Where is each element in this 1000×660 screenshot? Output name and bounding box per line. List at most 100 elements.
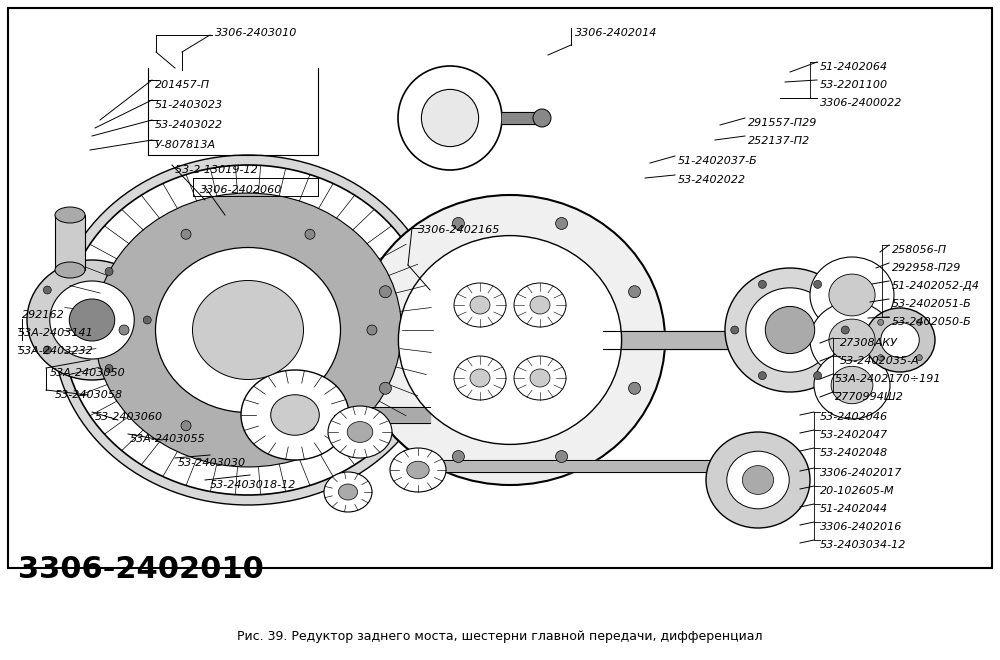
Ellipse shape [105,364,113,372]
Text: 53-2402050-Б: 53-2402050-Б [892,317,972,327]
Ellipse shape [328,406,392,458]
Ellipse shape [533,109,551,127]
Text: 252137-П2: 252137-П2 [748,136,810,146]
Ellipse shape [94,193,402,467]
Ellipse shape [241,370,349,460]
Bar [8,8,992,568]
Ellipse shape [398,66,502,170]
Text: 291557-П29: 291557-П29 [748,118,817,128]
Ellipse shape [271,395,319,435]
Ellipse shape [105,267,113,275]
Ellipse shape [916,354,922,360]
Ellipse shape [407,461,429,478]
Text: 3306-2402016: 3306-2402016 [820,522,902,532]
Ellipse shape [556,217,568,230]
Text: 53-2201100: 53-2201100 [820,80,888,90]
Ellipse shape [53,155,443,505]
Ellipse shape [355,195,665,485]
Ellipse shape [305,420,315,431]
Ellipse shape [530,296,550,314]
Text: 2770994Ш2: 2770994Ш2 [835,392,904,402]
Text: 51-2402064: 51-2402064 [820,62,888,72]
Ellipse shape [324,472,372,512]
Ellipse shape [50,281,134,359]
Ellipse shape [629,382,641,394]
Text: 53-2402047: 53-2402047 [820,430,888,440]
Ellipse shape [398,236,622,444]
Ellipse shape [452,451,464,463]
Ellipse shape [758,372,766,380]
Ellipse shape [347,422,373,442]
Ellipse shape [556,451,568,463]
Ellipse shape [814,280,822,288]
Ellipse shape [119,325,129,335]
Text: 53-2403034-12: 53-2403034-12 [820,540,906,550]
Text: 53-2403018-12: 53-2403018-12 [210,480,296,490]
Ellipse shape [706,432,810,528]
Ellipse shape [454,283,506,327]
Ellipse shape [731,326,739,334]
Text: 3306-2402060: 3306-2402060 [200,185,282,195]
Text: 53А-2403055: 53А-2403055 [130,434,206,444]
Text: 53-2403058: 53-2403058 [55,390,123,400]
Ellipse shape [156,248,340,412]
Ellipse shape [878,354,884,360]
Text: 53-2402046: 53-2402046 [820,412,888,422]
Ellipse shape [143,316,151,324]
Text: 51-2402037-Б: 51-2402037-Б [678,156,758,166]
Ellipse shape [742,465,774,494]
Ellipse shape [390,448,446,492]
Ellipse shape [470,369,490,387]
Ellipse shape [43,286,51,294]
Ellipse shape [841,326,849,334]
Text: 53-2403030: 53-2403030 [178,458,246,468]
Ellipse shape [305,229,315,240]
Ellipse shape [629,286,641,298]
Text: 53-2402048: 53-2402048 [820,448,888,458]
Ellipse shape [69,299,115,341]
Text: 3306-2402010: 3306-2402010 [18,555,264,584]
Text: 53-2402051-Б: 53-2402051-Б [892,299,972,309]
Ellipse shape [829,319,875,361]
Ellipse shape [514,283,566,327]
Ellipse shape [454,356,506,400]
Text: 258056-П: 258056-П [892,245,947,255]
Ellipse shape [367,325,377,335]
Text: У-807813А: У-807813А [155,140,216,150]
Ellipse shape [514,356,566,400]
Text: 53-2402022: 53-2402022 [678,175,746,185]
Ellipse shape [746,288,834,372]
Text: 53А-2403232: 53А-2403232 [18,346,94,356]
Ellipse shape [530,369,550,387]
Text: 53А-2402170÷191: 53А-2402170÷191 [835,374,942,384]
Text: 292958-П29: 292958-П29 [892,263,961,273]
Ellipse shape [765,306,815,354]
Text: 3306-2402165: 3306-2402165 [418,225,500,235]
Text: 292162: 292162 [22,310,65,320]
Ellipse shape [831,366,873,404]
Ellipse shape [916,319,922,325]
Text: 53-2403022: 53-2403022 [155,120,223,130]
Text: 53А-2403141: 53А-2403141 [18,328,94,338]
Ellipse shape [829,274,875,316]
Text: 201457-П: 201457-П [155,80,210,90]
Text: 27308АКУ: 27308АКУ [840,338,898,348]
Ellipse shape [814,351,890,419]
Ellipse shape [55,262,85,278]
Text: 53-2 13019-12: 53-2 13019-12 [175,165,258,175]
Ellipse shape [470,296,490,314]
Ellipse shape [63,165,433,495]
Ellipse shape [865,308,935,372]
Text: 51-2402052-Д4: 51-2402052-Д4 [892,281,980,291]
Ellipse shape [452,217,464,230]
Ellipse shape [379,382,391,394]
Text: 53-2403060: 53-2403060 [95,412,163,422]
Ellipse shape [338,484,358,500]
Text: 51-2403023: 51-2403023 [155,100,223,110]
Text: 53А-2403050: 53А-2403050 [50,368,126,378]
Ellipse shape [27,260,157,380]
Ellipse shape [43,346,51,354]
Ellipse shape [758,280,766,288]
Ellipse shape [55,207,85,223]
Text: 51-2402044: 51-2402044 [820,504,888,514]
